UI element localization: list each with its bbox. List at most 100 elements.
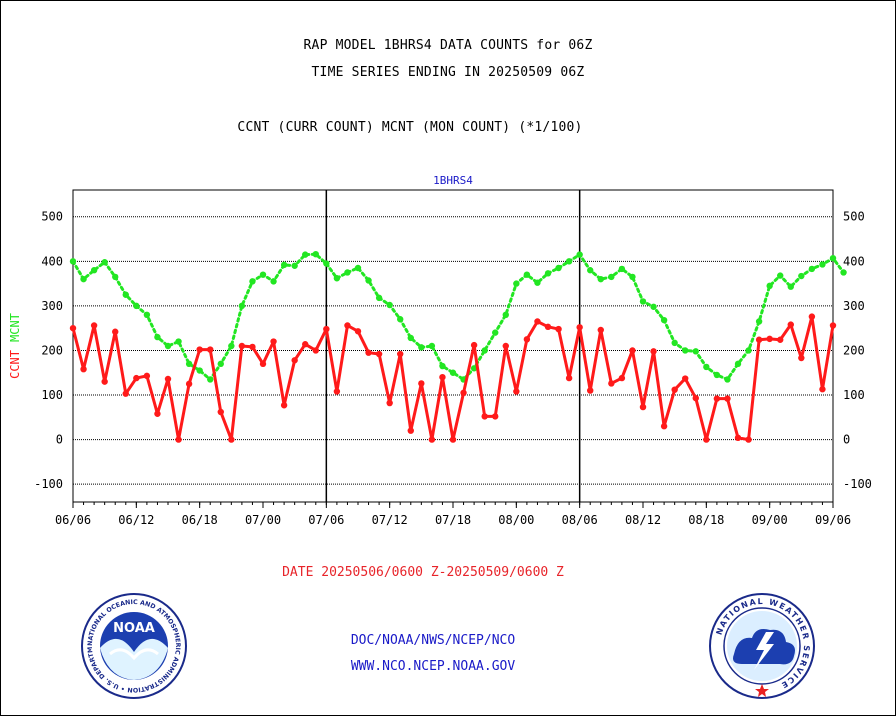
point-ccnt [470,341,478,349]
point-ccnt [280,402,288,409]
point-mcnt [745,347,752,354]
point-ccnt [829,322,837,329]
point-mcnt [143,311,151,318]
y-tick-label-left: -100 [34,477,63,491]
point-ccnt [90,322,98,329]
point-ccnt [143,372,151,380]
point-ccnt [101,378,108,385]
x-tick-label: 08/18 [688,513,724,527]
point-ccnt [639,403,647,411]
point-mcnt [777,272,784,279]
point-ccnt [544,323,552,331]
point-mcnt [238,302,246,310]
point-ccnt [692,394,699,402]
point-ccnt [175,436,182,443]
y-tick-label-left: 100 [41,388,63,402]
point-mcnt [734,360,742,368]
point-ccnt [133,374,140,382]
point-mcnt [175,338,182,345]
point-ccnt [185,380,193,388]
point-ccnt [502,342,509,350]
point-ccnt [333,388,341,395]
point-ccnt [69,324,77,332]
point-mcnt [207,376,214,383]
org-line: DOC/NOAA/NWS/NCEP/NCO [350,633,516,648]
point-mcnt [587,267,594,274]
time-series-chart: 1BHRS4 -100 -100 0 0 100 100 200 200 300 300 400 400… [8,174,872,527]
point-mcnt [492,329,499,336]
y-tick-label-left: 200 [41,343,63,357]
point-mcnt [671,339,678,347]
x-tick-label: 08/06 [562,513,598,527]
point-mcnt [755,318,763,325]
point-ccnt [682,375,689,382]
point-mcnt [639,298,647,305]
point-mcnt [375,294,383,302]
point-mcnt [101,259,108,266]
point-ccnt [418,380,425,387]
point-ccnt [112,328,119,335]
point-ccnt [734,434,742,442]
y-axis-label-ccnt: CCNT [8,350,22,379]
point-mcnt [270,278,277,285]
point-mcnt [407,334,414,342]
point-ccnt [397,350,404,358]
point-ccnt [449,436,457,443]
point-mcnt [555,264,562,272]
point-mcnt [80,275,87,283]
y-tick-label-right: 100 [843,388,865,402]
point-ccnt [249,343,256,351]
point-mcnt [397,316,404,323]
point-ccnt [439,374,446,381]
x-tick-label: 09/06 [815,513,851,527]
point-ccnt [618,374,626,382]
point-ccnt [217,408,224,416]
point-mcnt [470,365,478,372]
point-ccnt [238,342,246,350]
point-mcnt [365,277,372,284]
point-mcnt [724,376,731,383]
point-mcnt [154,333,161,341]
point-ccnt [492,413,499,420]
point-ccnt [798,354,805,362]
point-ccnt [312,347,319,354]
point-mcnt [217,360,224,368]
point-ccnt [724,395,731,402]
point-mcnt [323,260,330,267]
point-mcnt [819,261,826,268]
point-ccnt [386,399,393,407]
point-mcnt [534,279,541,286]
x-tick-label: 07/12 [372,513,408,527]
point-mcnt [185,360,193,368]
chart-title: RAP MODEL 1BHRS4 DATA COUNTS for 06Z [303,38,593,53]
y-axis-label-mcnt: MCNT [8,313,22,342]
point-ccnt [80,365,87,373]
point-mcnt [713,371,721,379]
point-mcnt [513,280,520,287]
point-ccnt [407,427,414,434]
point-mcnt [650,303,657,310]
panel-title: 1BHRS4 [433,174,473,187]
point-mcnt [523,271,531,278]
y-tick-label-left: 300 [41,299,63,313]
point-ccnt [629,347,636,354]
point-ccnt [587,387,594,394]
point-ccnt [122,390,129,397]
point-mcnt [618,265,626,273]
point-ccnt [302,341,309,348]
point-ccnt [819,386,826,393]
point-mcnt [249,278,256,285]
point-mcnt [122,291,129,298]
point-ccnt [766,335,773,343]
point-mcnt [597,275,604,283]
point-ccnt [660,423,668,430]
chart-subtitle: CCNT (CURR COUNT) MCNT (MON COUNT) (*1/1… [237,120,583,135]
x-tick-label: 08/12 [625,513,661,527]
point-ccnt [787,321,794,328]
y-tick-label-right: 500 [843,210,865,224]
point-mcnt [164,342,172,350]
point-mcnt [808,265,816,273]
x-tick-label: 07/18 [435,513,471,527]
y-tick-label-left: 0 [56,433,63,447]
point-ccnt [597,326,604,334]
